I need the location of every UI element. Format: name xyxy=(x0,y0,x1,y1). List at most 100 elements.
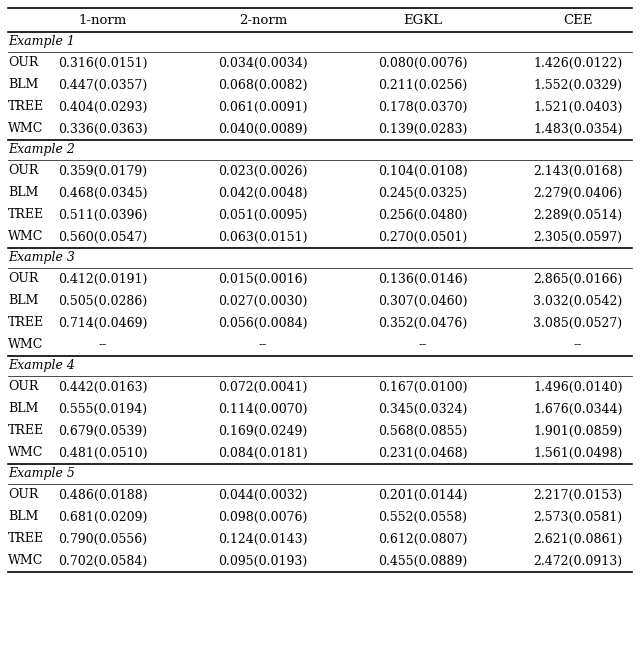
Text: 0.040(0.0089): 0.040(0.0089) xyxy=(218,123,308,135)
Text: 1.561(0.0498): 1.561(0.0498) xyxy=(533,446,623,459)
Text: 0.245(0.0325): 0.245(0.0325) xyxy=(378,186,468,199)
Text: 0.352(0.0476): 0.352(0.0476) xyxy=(378,317,468,330)
Text: 1.521(0.0403): 1.521(0.0403) xyxy=(533,101,623,114)
Text: 0.702(0.0584): 0.702(0.0584) xyxy=(58,555,148,568)
Text: 0.555(0.0194): 0.555(0.0194) xyxy=(58,402,148,415)
Text: 2.217(0.0153): 2.217(0.0153) xyxy=(533,488,623,502)
Text: 0.124(0.0143): 0.124(0.0143) xyxy=(218,533,308,546)
Text: 0.307(0.0460): 0.307(0.0460) xyxy=(378,295,468,308)
Text: 0.063(0.0151): 0.063(0.0151) xyxy=(218,230,308,244)
Text: 0.023(0.0026): 0.023(0.0026) xyxy=(218,164,308,177)
Text: 0.015(0.0016): 0.015(0.0016) xyxy=(218,272,308,286)
Text: WMC: WMC xyxy=(8,230,44,244)
Text: 2.472(0.0913): 2.472(0.0913) xyxy=(533,555,623,568)
Text: Example 2: Example 2 xyxy=(8,143,75,157)
Text: 0.231(0.0468): 0.231(0.0468) xyxy=(378,446,468,459)
Text: OUR: OUR xyxy=(8,164,38,177)
Text: OUR: OUR xyxy=(8,57,38,70)
Text: 0.042(0.0048): 0.042(0.0048) xyxy=(218,186,308,199)
Text: TREE: TREE xyxy=(8,424,44,437)
Text: 3.032(0.0542): 3.032(0.0542) xyxy=(533,295,623,308)
Text: 0.714(0.0469): 0.714(0.0469) xyxy=(58,317,148,330)
Text: 0.552(0.0558): 0.552(0.0558) xyxy=(378,510,467,524)
Text: 0.256(0.0480): 0.256(0.0480) xyxy=(378,208,468,221)
Text: 0.169(0.0249): 0.169(0.0249) xyxy=(218,424,308,437)
Text: --: -- xyxy=(419,339,427,352)
Text: 0.098(0.0076): 0.098(0.0076) xyxy=(218,510,308,524)
Text: 2-norm: 2-norm xyxy=(239,14,287,26)
Text: EGKL: EGKL xyxy=(403,14,443,26)
Text: 0.095(0.0193): 0.095(0.0193) xyxy=(218,555,308,568)
Text: 1-norm: 1-norm xyxy=(79,14,127,26)
Text: BLM: BLM xyxy=(8,186,38,199)
Text: 0.270(0.0501): 0.270(0.0501) xyxy=(378,230,468,244)
Text: BLM: BLM xyxy=(8,295,38,308)
Text: 2.621(0.0861): 2.621(0.0861) xyxy=(533,533,623,546)
Text: WMC: WMC xyxy=(8,555,44,568)
Text: WMC: WMC xyxy=(8,123,44,135)
Text: TREE: TREE xyxy=(8,101,44,114)
Text: 0.178(0.0370): 0.178(0.0370) xyxy=(378,101,468,114)
Text: WMC: WMC xyxy=(8,339,44,352)
Text: 1.496(0.0140): 1.496(0.0140) xyxy=(533,381,623,393)
Text: Example 3: Example 3 xyxy=(8,252,75,264)
Text: 0.034(0.0034): 0.034(0.0034) xyxy=(218,57,308,70)
Text: CEE: CEE xyxy=(563,14,593,26)
Text: 0.072(0.0041): 0.072(0.0041) xyxy=(218,381,308,393)
Text: 0.359(0.0179): 0.359(0.0179) xyxy=(58,164,148,177)
Text: TREE: TREE xyxy=(8,208,44,221)
Text: 0.560(0.0547): 0.560(0.0547) xyxy=(58,230,148,244)
Text: 1.901(0.0859): 1.901(0.0859) xyxy=(533,424,623,437)
Text: 1.552(0.0329): 1.552(0.0329) xyxy=(534,79,623,92)
Text: --: -- xyxy=(259,339,267,352)
Text: 0.114(0.0070): 0.114(0.0070) xyxy=(218,402,308,415)
Text: 0.136(0.0146): 0.136(0.0146) xyxy=(378,272,468,286)
Text: 0.139(0.0283): 0.139(0.0283) xyxy=(378,123,468,135)
Text: 0.027(0.0030): 0.027(0.0030) xyxy=(218,295,308,308)
Text: 0.068(0.0082): 0.068(0.0082) xyxy=(218,79,308,92)
Text: 1.483(0.0354): 1.483(0.0354) xyxy=(533,123,623,135)
Text: OUR: OUR xyxy=(8,272,38,286)
Text: 0.167(0.0100): 0.167(0.0100) xyxy=(378,381,468,393)
Text: 0.211(0.0256): 0.211(0.0256) xyxy=(378,79,468,92)
Text: 1.676(0.0344): 1.676(0.0344) xyxy=(533,402,623,415)
Text: OUR: OUR xyxy=(8,488,38,502)
Text: 2.865(0.0166): 2.865(0.0166) xyxy=(533,272,623,286)
Text: WMC: WMC xyxy=(8,446,44,459)
Text: 2.289(0.0514): 2.289(0.0514) xyxy=(533,208,623,221)
Text: 0.336(0.0363): 0.336(0.0363) xyxy=(58,123,148,135)
Text: 0.316(0.0151): 0.316(0.0151) xyxy=(58,57,148,70)
Text: BLM: BLM xyxy=(8,402,38,415)
Text: 3.085(0.0527): 3.085(0.0527) xyxy=(533,317,623,330)
Text: 0.612(0.0807): 0.612(0.0807) xyxy=(378,533,468,546)
Text: 0.681(0.0209): 0.681(0.0209) xyxy=(58,510,148,524)
Text: TREE: TREE xyxy=(8,533,44,546)
Text: 0.044(0.0032): 0.044(0.0032) xyxy=(218,488,308,502)
Text: --: -- xyxy=(574,339,582,352)
Text: 0.080(0.0076): 0.080(0.0076) xyxy=(378,57,468,70)
Text: 0.201(0.0144): 0.201(0.0144) xyxy=(378,488,468,502)
Text: 0.404(0.0293): 0.404(0.0293) xyxy=(58,101,148,114)
Text: 0.481(0.0510): 0.481(0.0510) xyxy=(58,446,148,459)
Text: 2.305(0.0597): 2.305(0.0597) xyxy=(534,230,623,244)
Text: Example 5: Example 5 xyxy=(8,468,75,481)
Text: 0.061(0.0091): 0.061(0.0091) xyxy=(218,101,308,114)
Text: 0.486(0.0188): 0.486(0.0188) xyxy=(58,488,148,502)
Text: 0.505(0.0286): 0.505(0.0286) xyxy=(58,295,148,308)
Text: BLM: BLM xyxy=(8,510,38,524)
Text: 0.455(0.0889): 0.455(0.0889) xyxy=(378,555,468,568)
Text: 0.412(0.0191): 0.412(0.0191) xyxy=(58,272,148,286)
Text: 2.279(0.0406): 2.279(0.0406) xyxy=(533,186,623,199)
Text: Example 1: Example 1 xyxy=(8,35,75,48)
Text: 0.442(0.0163): 0.442(0.0163) xyxy=(58,381,148,393)
Text: 0.790(0.0556): 0.790(0.0556) xyxy=(58,533,148,546)
Text: --: -- xyxy=(99,339,107,352)
Text: 0.568(0.0855): 0.568(0.0855) xyxy=(378,424,468,437)
Text: 0.056(0.0084): 0.056(0.0084) xyxy=(218,317,308,330)
Text: 0.084(0.0181): 0.084(0.0181) xyxy=(218,446,308,459)
Text: BLM: BLM xyxy=(8,79,38,92)
Text: 0.447(0.0357): 0.447(0.0357) xyxy=(58,79,148,92)
Text: 2.143(0.0168): 2.143(0.0168) xyxy=(533,164,623,177)
Text: TREE: TREE xyxy=(8,317,44,330)
Text: 2.573(0.0581): 2.573(0.0581) xyxy=(533,510,623,524)
